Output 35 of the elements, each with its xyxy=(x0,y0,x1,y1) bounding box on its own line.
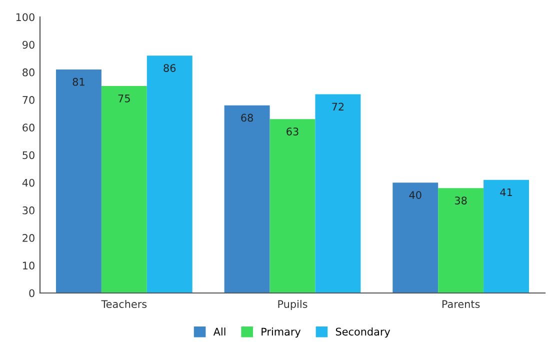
y-tick-label: 90 xyxy=(22,40,34,49)
bar xyxy=(315,94,361,293)
y-tick-label: 70 xyxy=(22,96,34,104)
bar xyxy=(56,69,102,293)
y-tick-label: 80 xyxy=(22,68,34,76)
data-label: 63 xyxy=(286,128,298,136)
x-tick-label: Teachers xyxy=(101,300,147,308)
y-tick-label: 50 xyxy=(22,151,34,160)
data-label: 38 xyxy=(455,196,467,204)
bar xyxy=(224,105,270,293)
x-tick-label: Pupils xyxy=(278,300,308,310)
bar xyxy=(438,188,484,293)
y-tick-label: 20 xyxy=(22,234,34,242)
x-tick-label: Parents xyxy=(442,300,480,308)
legend-label: Primary xyxy=(262,328,301,338)
bar xyxy=(270,119,316,293)
y-tick-label: 10 xyxy=(23,262,34,270)
y-tick-label: 100 xyxy=(16,13,34,22)
y-tick-label: 60 xyxy=(22,124,34,132)
data-label: 72 xyxy=(332,102,344,110)
legend-label: All xyxy=(213,328,226,336)
legend-label: Secondary xyxy=(336,328,390,338)
bar xyxy=(146,56,192,293)
bar xyxy=(101,86,147,293)
data-label: 75 xyxy=(118,94,130,102)
data-label: 41 xyxy=(500,188,512,196)
bar xyxy=(484,180,530,293)
y-tick-label: 30 xyxy=(22,206,34,214)
y-tick-label: 0 xyxy=(29,289,34,298)
data-label: 68 xyxy=(241,114,253,122)
data-label: 86 xyxy=(164,64,176,72)
y-tick-label: 40 xyxy=(22,178,34,187)
data-label: 40 xyxy=(409,191,422,199)
bar xyxy=(392,182,438,293)
data-label: 81 xyxy=(72,78,84,86)
